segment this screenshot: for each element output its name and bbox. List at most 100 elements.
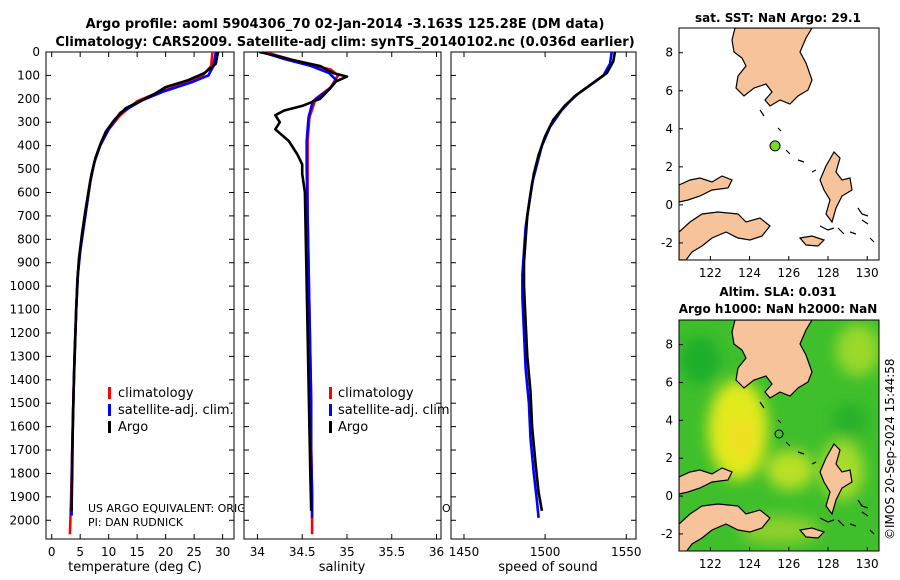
series-line-satellite-adj-clim <box>261 52 338 518</box>
sound-axes <box>450 51 637 540</box>
salinity-series <box>258 52 349 535</box>
figure-title-line1: Argo profile: aoml 5904306_70 02-Jan-201… <box>86 17 605 32</box>
land-halmahera <box>819 151 853 224</box>
x-tick-label: 15 <box>130 545 145 559</box>
temperature-panel: 0 5 10 15 20 25 300100200300400500600700800900… <box>9 45 249 575</box>
y-tick-label: 700 <box>17 209 40 223</box>
y-tick-label: 2000 <box>9 513 40 527</box>
sst-map-frame <box>678 27 880 261</box>
y-tick-label: 600 <box>17 185 40 199</box>
x-tick-label: 5 <box>76 545 84 559</box>
map-x-tick-label: 128 <box>817 557 840 571</box>
sst-map-ticks: 122 124 126 128 130 -2 0 2 4 6 8 <box>661 46 879 280</box>
temperature-axes <box>45 51 235 540</box>
legend-label-climatology: climatology <box>118 386 194 401</box>
y-tick-label: 0 <box>32 45 40 59</box>
temperature-ticks: 0 5 10 15 20 25 300100200300400500600700800900… <box>9 45 234 559</box>
map-y-tick-label: -2 <box>661 527 673 541</box>
x-tick-label: 36 <box>429 545 444 559</box>
land-borneo <box>679 175 733 203</box>
y-tick-label: 200 <box>17 92 40 106</box>
sla-blob <box>766 450 814 490</box>
legend2-label-satellite: satellite-adj. clim. <box>338 403 454 418</box>
map-x-tick-label: 128 <box>817 266 840 280</box>
salinity-xlabel: salinity <box>319 560 366 575</box>
legend2-swatch-argo <box>329 421 332 433</box>
land-sulawesi <box>679 211 771 260</box>
y-tick-label: 900 <box>17 256 40 270</box>
x-tick-label: 1450 <box>449 545 480 559</box>
legend-swatch-satellite <box>108 404 111 416</box>
sound-series <box>521 52 617 519</box>
legend2-swatch-satellite <box>329 404 332 416</box>
map-y-tick-label: 6 <box>665 375 673 389</box>
y-tick-label: 800 <box>17 232 40 246</box>
y-tick-label: 100 <box>17 68 40 82</box>
y-tick-label: 1500 <box>9 396 40 410</box>
map-y-tick-label: -2 <box>661 236 673 250</box>
legend2-swatch-climatology <box>329 387 332 399</box>
sla-argo-ring <box>774 429 784 439</box>
sla-map-field <box>679 320 879 551</box>
sla-land-sulawesi <box>679 503 771 551</box>
map-x-tick-label: 126 <box>777 266 800 280</box>
sound-panel: 1450 1500 1550 speed of sound <box>449 51 642 575</box>
legend-swatch-climatology <box>108 387 111 399</box>
map-y-tick-label: 6 <box>665 84 673 98</box>
temperature-series <box>68 52 220 535</box>
sound-xlabel: speed of sound <box>498 560 598 575</box>
sla-map-title1: Altim. SLA: 0.031 <box>719 285 836 299</box>
x-tick-label: 1500 <box>530 545 561 559</box>
salinity-panel: 34 34.5 35 35.5 36 salinity climatology sate… <box>243 51 454 575</box>
sla-blob <box>680 336 720 384</box>
x-tick-label: 1550 <box>611 545 642 559</box>
land-seram <box>798 235 826 247</box>
map-y-tick-label: 2 <box>665 451 673 465</box>
map-y-tick-label: 4 <box>665 122 673 136</box>
note-fragment: O <box>442 502 451 515</box>
map-y-tick-label: 2 <box>665 160 673 174</box>
y-tick-label: 500 <box>17 162 40 176</box>
sla-blob <box>728 416 756 460</box>
y-tick-label: 1800 <box>9 466 40 480</box>
legend-label-satellite: satellite-adj. clim. <box>118 403 234 418</box>
map-x-tick-label: 126 <box>777 557 800 571</box>
imos-timestamp: ©IMOS 20-Sep-2024 15:44:58 <box>883 358 897 540</box>
temperature-xlabel: temperature (deg C) <box>68 560 202 575</box>
y-tick-label: 300 <box>17 115 40 129</box>
series-line-argo <box>522 52 617 512</box>
x-tick-label: 25 <box>186 545 201 559</box>
map-x-tick-label: 130 <box>856 266 879 280</box>
sla-map: Altim. SLA: 0.031 Argo h1000: NaN h2000:… <box>661 285 880 571</box>
x-tick-label: 35.5 <box>378 545 405 559</box>
legend-swatch-argo <box>108 421 111 433</box>
y-tick-label: 400 <box>17 139 40 153</box>
map-y-tick-label: 0 <box>665 489 673 503</box>
sound-ticks: 1450 1500 1550 <box>449 51 642 559</box>
y-tick-label: 1200 <box>9 326 40 340</box>
sla-map-ticks: 122 124 126 128 130 -2 0 2 4 6 8 <box>661 338 879 571</box>
note-float-owner: US ARGO EQUIVALENT: ORIGI <box>88 502 249 515</box>
x-tick-label: 35 <box>339 545 354 559</box>
sla-land-seram <box>798 527 826 539</box>
map-x-tick-label: 124 <box>738 266 761 280</box>
map-x-tick-label: 122 <box>699 557 722 571</box>
y-tick-label: 1700 <box>9 443 40 457</box>
series-line-argo <box>258 52 349 511</box>
legend2-label-climatology: climatology <box>338 386 414 401</box>
map-x-tick-label: 124 <box>738 557 761 571</box>
y-tick-label: 1600 <box>9 420 40 434</box>
sla-land-borneo <box>679 467 733 495</box>
salinity-axes <box>243 51 442 540</box>
sla-blob <box>836 324 879 376</box>
x-tick-label: 34.5 <box>289 545 316 559</box>
sla-land-group <box>679 320 875 551</box>
argo-location-marker <box>769 140 781 152</box>
y-tick-label: 1000 <box>9 279 40 293</box>
map-x-tick-label: 130 <box>856 557 879 571</box>
x-tick-label: 34 <box>250 545 265 559</box>
legend2-label-argo: Argo <box>338 420 368 435</box>
map-y-tick-label: 0 <box>665 198 673 212</box>
map-y-tick-label: 8 <box>665 46 673 60</box>
